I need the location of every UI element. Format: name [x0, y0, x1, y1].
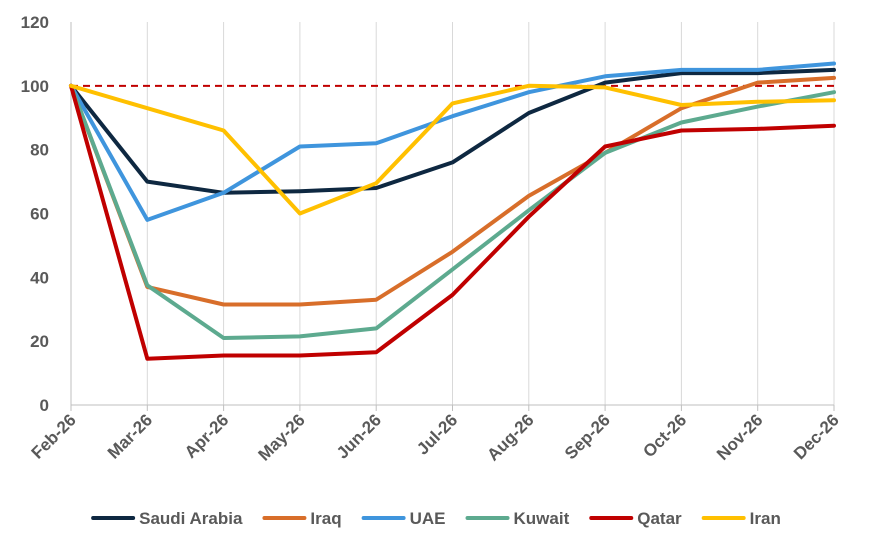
legend: Saudi Arabia Iraq UAE Kuwait Qatar Iran	[91, 509, 781, 528]
x-tick-label: Feb-26	[28, 410, 80, 462]
x-tick-label: Nov-26	[713, 410, 767, 464]
x-tick-label: Dec-26	[790, 410, 843, 463]
y-tick-label: 120	[21, 13, 49, 32]
y-tick-label: 60	[30, 205, 49, 224]
x-tick-label: Aug-26	[483, 410, 537, 464]
series-line-iran	[69, 83, 836, 216]
x-axis-ticks: Feb-26 Mar-26 Apr-26 May-26 Jun-26 Jul-26 Aug-…	[28, 410, 843, 464]
series-line-qatar	[69, 83, 836, 361]
series-line-iraq	[69, 75, 836, 307]
y-tick-label: 80	[30, 141, 49, 160]
y-tick-label: 0	[40, 396, 49, 415]
legend-label-qatar: Qatar	[637, 509, 682, 528]
vertical-gridlines	[146, 22, 835, 405]
series-line-uae	[69, 61, 836, 222]
legend-label-uae: UAE	[410, 509, 446, 528]
series-line-saudi-arabia	[69, 67, 836, 195]
legend-label-iraq: Iraq	[310, 509, 341, 528]
y-axis-ticks: 0 20 40 60 80 100 120	[21, 13, 49, 415]
y-tick-label: 100	[21, 77, 49, 96]
x-tick-label: Jul-26	[413, 410, 461, 458]
y-tick-label: 20	[30, 332, 49, 351]
x-tick-label: May-26	[255, 410, 309, 464]
y-tick-label: 40	[30, 268, 49, 287]
legend-label-iran: Iran	[750, 509, 781, 528]
x-tick-label: Oct-26	[639, 410, 690, 461]
x-tick-label: Apr-26	[181, 410, 233, 462]
legend-label-kuwait: Kuwait	[514, 509, 570, 528]
x-tick-label: Jun-26	[333, 410, 385, 462]
x-tick-label: Mar-26	[104, 410, 156, 462]
series-line-kuwait	[69, 83, 836, 340]
legend-label-saudi-arabia: Saudi Arabia	[139, 509, 243, 528]
series-lines	[69, 61, 836, 361]
x-tick-label: Sep-26	[561, 410, 614, 463]
